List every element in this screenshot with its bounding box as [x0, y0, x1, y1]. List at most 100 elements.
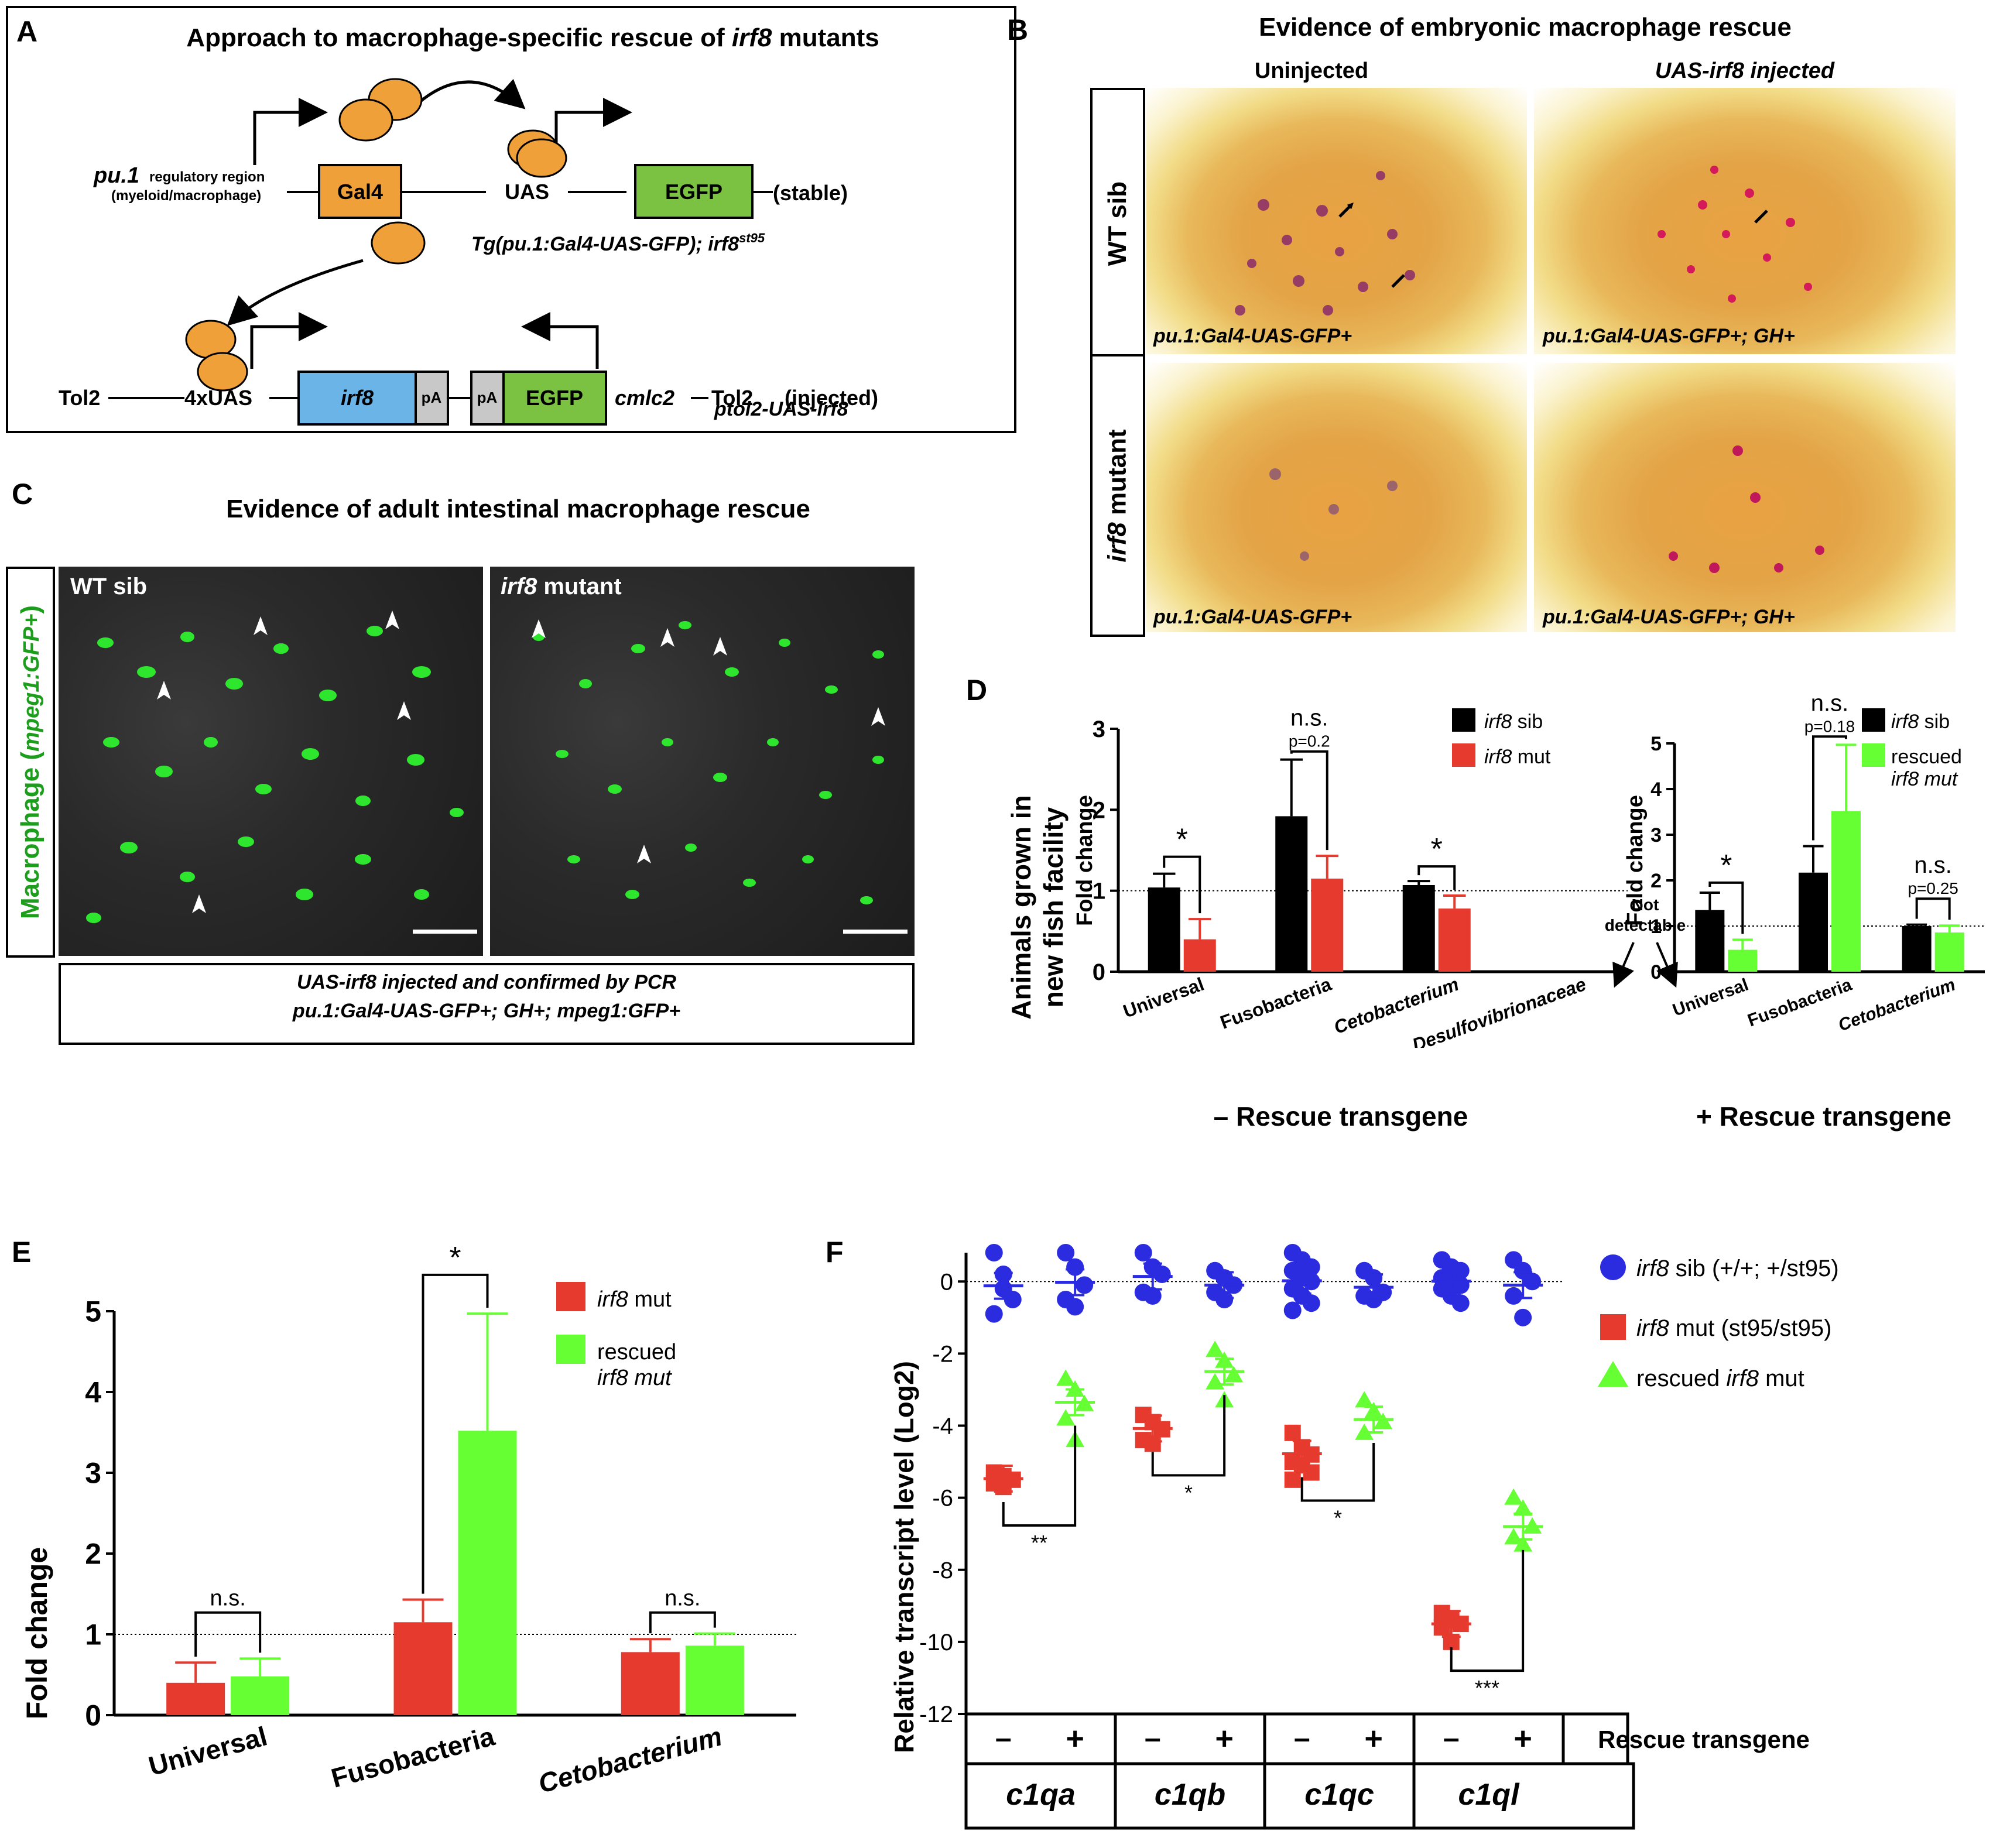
- panel-d-label: D: [966, 674, 988, 707]
- uas-label: UAS: [505, 180, 549, 204]
- f-gene-label: c1qb: [1155, 1778, 1225, 1812]
- f-gene-row: [964, 1762, 1635, 1830]
- e-category-label: Fusobacteria: [328, 1720, 498, 1793]
- d-right-ytick-label: 5: [1650, 733, 1662, 755]
- d-right-ytick-label: 3: [1650, 824, 1662, 846]
- panel-b-label: B: [1007, 13, 1029, 46]
- e-bar: [393, 1622, 453, 1715]
- row-irf8-mutant: irf8 mutant: [1090, 354, 1145, 637]
- f-point-sib: [1134, 1244, 1152, 1261]
- tg-label: Tg(pu.1:Gal4-UAS-GFP); irf8st95: [471, 231, 765, 255]
- e-fuso-bracket: [422, 1273, 489, 1594]
- d-left-ytick-label: 1: [1093, 879, 1105, 904]
- e-ytick-label: 0: [85, 1699, 101, 1732]
- d-left-fuso-sig-label: n.s.: [1290, 705, 1328, 731]
- f-bracket: [1002, 1425, 1077, 1527]
- embryo-macrophage-dots: [1235, 166, 1824, 573]
- d-right-universal-bracket: [1708, 881, 1744, 934]
- svg-text:pA: pA: [422, 389, 442, 406]
- e-ceto-sig-label: n.s.: [665, 1586, 700, 1611]
- e-bar: [166, 1682, 225, 1715]
- f-ytick-label: -2: [932, 1341, 953, 1367]
- e-bar: [685, 1645, 744, 1715]
- f-point-rescued: [1056, 1369, 1076, 1386]
- panel-a-title: Approach to macrophage-specific rescue o…: [186, 23, 879, 52]
- f-sig-label: **: [1031, 1531, 1047, 1555]
- e-ytick-label: 5: [85, 1295, 101, 1328]
- panel-d-charts: Animals grown in new fish facility Fold …: [1006, 690, 1985, 1048]
- panel-c-caption-box: UAS-irf8 injected and confirmed by PCR p…: [59, 963, 915, 1045]
- d-side-label-1: Animals grown in: [1006, 795, 1036, 1019]
- f-ytick-label: -10: [919, 1630, 953, 1655]
- f-point-sib: [985, 1305, 1003, 1323]
- f-gene-label: c1qa: [1006, 1778, 1076, 1812]
- f-minus-label: –: [995, 1722, 1012, 1754]
- uas4-label: 4xUAS: [184, 386, 252, 410]
- d-right-ytick-label: 0: [1650, 961, 1662, 983]
- e-bar: [231, 1676, 290, 1715]
- stable-label: (stable): [773, 181, 848, 205]
- d-right-fuso-bracket: [1812, 735, 1847, 841]
- gut-gfp-cells: [86, 611, 908, 934]
- injected-label: (injected): [785, 386, 878, 410]
- f-point-sib: [1076, 1276, 1094, 1294]
- e-ceto-bracket: [649, 1611, 716, 1634]
- f-minus-label: –: [1145, 1722, 1161, 1754]
- d-right-bar: [1902, 926, 1932, 972]
- panel-f-chart: Relative transcript level (Log2) irf8 si…: [889, 1244, 1839, 1830]
- egfp-box-injected: [502, 371, 607, 426]
- d-left-fuso-bracket: [1290, 750, 1328, 851]
- panel-a-frame: [6, 6, 1016, 433]
- d-right-ceto-sig-label: n.s.: [1914, 852, 1951, 878]
- d-not-detectable-1: Not: [1632, 896, 1659, 914]
- caption-mut-injected: pu.1:Gal4-UAS-GFP+; GH+: [1543, 606, 1795, 628]
- f-point-rescued: [1513, 1535, 1533, 1552]
- f-point-rescued: [1355, 1391, 1374, 1408]
- gut-label-irf8-mutant: irf8 mutant: [501, 574, 622, 599]
- d-left-ceto-bracket: [1417, 865, 1456, 890]
- f-point-rescued: [1206, 1340, 1225, 1357]
- e-ytick-label: 2: [85, 1538, 101, 1571]
- e-category-label: Universal: [145, 1720, 270, 1781]
- embryo-image-mut-uninjected: [1146, 363, 1527, 632]
- e-ylabel: Fold change: [20, 1547, 53, 1719]
- f-point-sib: [1153, 1265, 1171, 1283]
- d-right-bar: [1831, 811, 1861, 972]
- svg-text:Gal4: Gal4: [337, 180, 383, 204]
- col-uninjected: Uninjected: [1254, 59, 1369, 83]
- pa-box-2: [470, 371, 505, 426]
- panel-a-label: A: [16, 15, 38, 48]
- f-point-sib: [1215, 1291, 1234, 1309]
- d-right-ceto-bracket: [1915, 897, 1951, 920]
- d-right-category-label: Universal: [1670, 975, 1751, 1020]
- e-fuso-sig-label: *: [449, 1241, 461, 1275]
- f-point-mut: [1433, 1619, 1450, 1636]
- f-point-sib: [1505, 1287, 1523, 1305]
- d-right-fuso-sig-label: n.s.: [1811, 690, 1848, 716]
- f-point-sib: [1523, 1273, 1542, 1291]
- d-left-ytick-label: 2: [1093, 797, 1105, 823]
- f-legend-mut: irf8 mut (st95/st95): [1636, 1315, 1831, 1341]
- f-bracket: [1300, 1443, 1375, 1502]
- e-bar: [621, 1652, 680, 1715]
- gal4-box: [318, 164, 402, 219]
- tol2-left: Tol2: [59, 386, 100, 410]
- svg-text:EGFP: EGFP: [526, 386, 583, 410]
- f-point-sib: [1066, 1298, 1084, 1316]
- e-universal-sig-label: n.s.: [210, 1586, 246, 1611]
- d-right-bar: [1728, 949, 1758, 972]
- pu1-sub1: regulatory region: [149, 169, 265, 185]
- f-bracket: [1450, 1549, 1525, 1672]
- d-left-legend-mut: irf8 mut: [1484, 746, 1551, 768]
- d-left-bar: [1275, 816, 1308, 972]
- d-right-bar: [1799, 872, 1828, 972]
- d-left-ytick-label: 3: [1093, 716, 1105, 742]
- f-gene-label: c1qc: [1304, 1778, 1374, 1812]
- macrophage-side-label: Macrophage (mpeg1:GFP+): [6, 567, 55, 958]
- panel-c-label: C: [12, 478, 33, 510]
- d-right-legend-sib: irf8 sib: [1891, 711, 1950, 733]
- d-left-legend-sib: irf8 sib: [1484, 711, 1543, 733]
- e-ytick-label: 1: [85, 1619, 101, 1651]
- row-wt-sib: WT sib: [1090, 88, 1145, 359]
- d-left-ylabel: Fold change: [1073, 795, 1097, 926]
